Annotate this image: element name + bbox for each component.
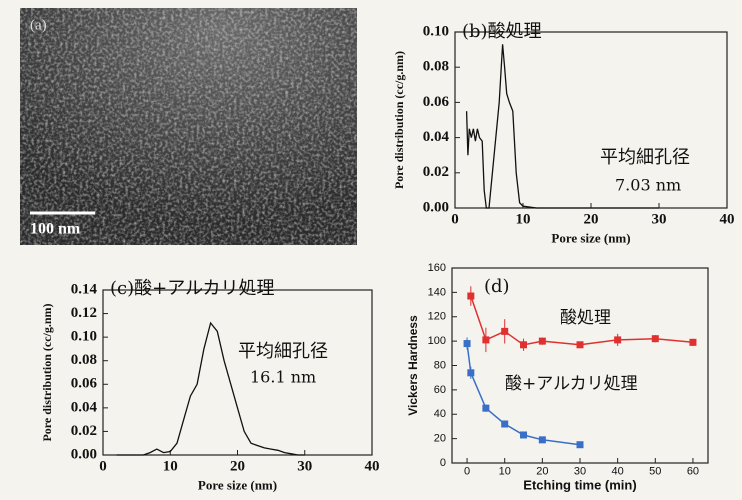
x-tick-label: 20 <box>584 211 599 227</box>
data-point <box>576 341 584 349</box>
data-line <box>466 343 581 446</box>
data-point <box>482 404 490 412</box>
data-point <box>467 369 475 377</box>
data-point <box>538 337 546 345</box>
y-tick-label: 80 <box>434 359 446 371</box>
annotation: 7.03 nm <box>615 176 681 195</box>
data-point <box>576 441 584 449</box>
data-line <box>465 44 659 209</box>
micrograph-panel: (a) 100 nm <box>20 8 357 245</box>
y-tick-label: 0.10 <box>423 23 449 39</box>
x-tick-label: 50 <box>649 466 661 478</box>
y-tick-label: 0.12 <box>71 305 97 321</box>
y-tick-label: 100 <box>428 335 446 347</box>
y-tick-label: 0.14 <box>71 281 98 297</box>
x-axis-label: Pore size (nm) <box>551 230 630 245</box>
chart-title: (d) <box>484 276 510 297</box>
plot-frame <box>102 289 373 456</box>
y-tick-label: 0.02 <box>423 164 449 180</box>
data-point <box>538 436 546 444</box>
x-tick-label: 30 <box>297 458 312 474</box>
x-axis-label: Pore size (nm) <box>198 477 277 492</box>
x-tick-label: 20 <box>230 458 245 474</box>
x-tick-label: 30 <box>574 466 586 478</box>
x-tick-label: 10 <box>499 466 511 478</box>
micrograph-texture <box>20 8 357 245</box>
data-point <box>651 335 659 343</box>
x-tick-label: 40 <box>365 458 380 474</box>
y-tick-label: 0.04 <box>423 129 450 145</box>
y-axis-label: Pore distribution (cc/g.nm) <box>40 303 54 441</box>
chart-title: (c)酸+アルカリ処理 <box>110 278 275 299</box>
y-tick-label: 0.06 <box>71 376 98 392</box>
x-tick-label: 20 <box>536 466 548 478</box>
y-tick-label: 0.02 <box>71 423 97 439</box>
annotation: 平均細孔径 <box>600 147 690 168</box>
data-line <box>116 321 305 456</box>
y-tick-label: 0.06 <box>423 94 450 110</box>
data-point <box>501 420 509 428</box>
y-tick-label: 40 <box>434 408 446 420</box>
y-tick-label: 120 <box>428 311 446 323</box>
plot-frame <box>454 31 728 209</box>
chart-title: (b)酸処理 <box>462 21 542 42</box>
x-tick-label: 10 <box>516 211 531 227</box>
x-axis-label: Etching time (min) <box>523 478 636 493</box>
data-point <box>501 327 509 335</box>
x-tick-label: 60 <box>687 466 699 478</box>
data-point <box>520 431 528 439</box>
data-point <box>482 336 490 344</box>
data-point <box>520 341 528 349</box>
data-point <box>467 292 475 300</box>
panel-label: (a) <box>30 17 47 33</box>
x-tick-label: 10 <box>163 458 178 474</box>
annotation: 16.1 nm <box>250 368 316 387</box>
data-point <box>463 340 471 348</box>
x-tick-label: 40 <box>612 466 624 478</box>
series-label: 酸処理 <box>560 308 611 328</box>
y-tick-label: 0.10 <box>71 329 97 345</box>
y-tick-label: 0 <box>440 457 446 469</box>
y-tick-label: 140 <box>428 286 446 298</box>
data-point <box>614 336 622 344</box>
y-tick-label: 0.08 <box>71 352 97 368</box>
x-tick-label: 30 <box>652 211 667 227</box>
plot-frame <box>451 267 709 464</box>
annotation: 平均細孔径 <box>238 341 328 362</box>
y-axis-label: Vickers Hardness <box>406 315 420 416</box>
x-tick-label: 0 <box>451 211 459 227</box>
y-tick-label: 0.00 <box>423 199 449 215</box>
series-label: 酸+アルカリ処理 <box>505 374 638 394</box>
y-tick-label: 20 <box>434 433 446 445</box>
x-tick-label: 40 <box>720 211 735 227</box>
scale-bar-label: 100 nm <box>30 221 81 238</box>
y-tick-label: 0.04 <box>71 399 98 415</box>
x-tick-label: 0 <box>99 458 107 474</box>
y-axis-label: Pore distribution (cc/g.nm) <box>392 51 406 189</box>
y-tick-label: 160 <box>428 262 446 274</box>
y-tick-label: 0.08 <box>423 59 449 75</box>
y-tick-label: 0.00 <box>71 446 97 462</box>
y-tick-label: 60 <box>434 384 446 396</box>
x-tick-label: 0 <box>464 466 470 478</box>
data-point <box>689 338 697 346</box>
